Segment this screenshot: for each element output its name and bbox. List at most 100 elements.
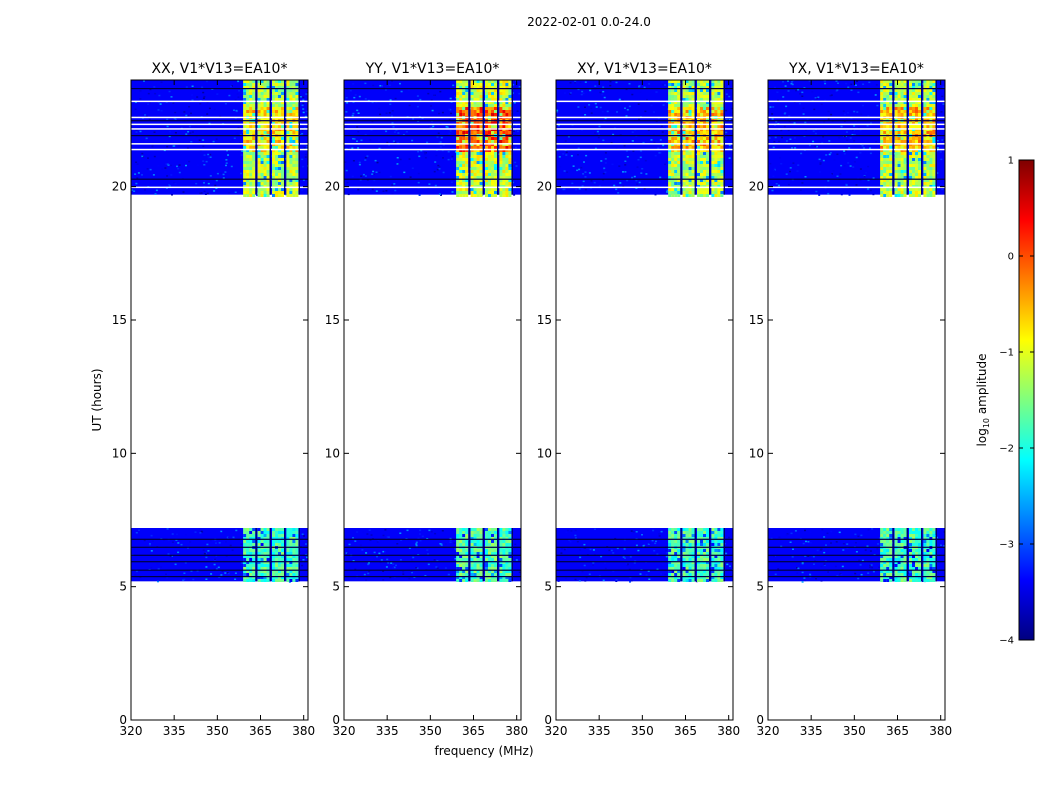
channel-cell [697,110,700,113]
channel-cell [903,564,907,567]
noise-cell [771,533,774,535]
channel-cell [476,131,480,134]
noise-cell [418,194,421,196]
noise-cell [176,165,178,168]
channel-cell [281,131,284,134]
channel-cell [494,161,497,164]
channel-cell [714,158,718,161]
channel-cell [281,537,284,540]
noise-cell [375,171,378,173]
channel-cell [292,570,296,573]
channel-cell [697,167,700,170]
noise-cell [604,152,607,154]
channel-cell [508,194,512,197]
channel-cell [249,185,253,188]
channel-cell [456,167,460,170]
noise-cell [408,158,411,160]
noise-cell [204,193,207,195]
channel-cell [292,576,296,579]
channel-cell [275,576,278,579]
channel-cell [479,149,483,152]
noise-cell [483,160,486,163]
channel-cell [479,564,483,567]
noise-cell [626,156,629,158]
noise-cell [367,563,370,565]
channel-cell [697,101,700,104]
channel-cell [246,188,250,191]
channel-cell [688,164,692,167]
flagged-row [556,538,733,540]
channel-cell [465,191,469,194]
channel-cell [246,86,250,89]
noise-cell [581,90,584,93]
noise-cell [155,189,158,192]
noise-cell [202,145,205,148]
noise-cell [306,145,308,148]
noise-cell [624,171,627,173]
channel-cell [295,555,299,558]
channel-cell [295,194,299,197]
channel-cell [263,80,267,83]
channel-cell [720,158,724,161]
channel-cell [499,155,503,158]
channel-cell [677,137,681,140]
channel-cell [465,534,469,537]
channel-cell [711,152,715,155]
channel-cell [688,567,692,570]
noise-cell [306,92,308,94]
channel-cell [281,164,284,167]
channel-cell [286,101,290,104]
channel-cell [918,579,921,582]
noise-cell [617,192,620,194]
channel-cell [714,113,718,116]
noise-cell [363,573,366,576]
channel-cell [459,86,463,89]
channel-cell [295,564,299,567]
noise-cell [791,556,794,558]
channel-cell [246,552,250,555]
channel-cell [668,540,672,543]
channel-cell [266,95,270,98]
noise-cell [601,111,604,113]
channel-cell [260,140,264,143]
channel-cell [456,576,460,579]
channel-cell [685,531,689,534]
noise-cell [600,555,603,558]
noise-cell [664,573,667,576]
channel-cell [456,528,460,531]
noise-cell [191,99,194,101]
noise-cell [728,157,731,159]
channel-cell [671,179,675,182]
channel-cell [677,155,681,158]
channel-cell [714,540,718,543]
channel-cell [502,113,506,116]
noise-cell [869,566,872,569]
noise-cell [232,536,235,539]
noise-cell [729,151,732,153]
channel-cell [685,552,689,555]
channel-cell [456,573,460,576]
noise-cell [809,542,812,544]
channel-cell [263,131,267,134]
channel-cell [505,107,509,110]
channel-cell [706,155,709,158]
channel-cell [257,86,261,89]
noise-cell [347,133,350,135]
channel-cell [691,158,695,161]
channel-cell [246,92,250,95]
noise-cell [301,158,304,161]
channel-cell [668,579,672,582]
noise-cell [583,543,586,546]
noise-cell [363,83,365,85]
channel-cell [886,537,890,540]
noise-cell [580,166,583,169]
channel-cell [688,173,692,176]
channel-cell [281,137,284,140]
flagged-row [556,148,733,151]
channel-cell [674,110,678,113]
channel-cell [491,170,494,173]
noise-cell [640,172,643,174]
noise-cell [439,90,442,93]
channel-cell [688,552,692,555]
channel-cell [717,531,721,534]
